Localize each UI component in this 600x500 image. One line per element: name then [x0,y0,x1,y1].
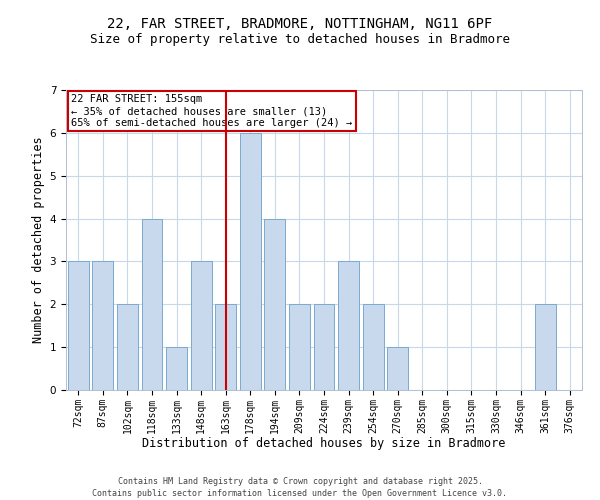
Bar [92,262,113,390]
Bar [289,304,310,390]
Bar [215,304,236,390]
Bar [142,218,163,390]
Bar [68,262,89,390]
Bar [314,304,334,390]
Text: 22 FAR STREET: 155sqm
← 35% of detached houses are smaller (13)
65% of semi-deta: 22 FAR STREET: 155sqm ← 35% of detached … [71,94,352,128]
Bar [387,347,408,390]
Bar [338,262,359,390]
Y-axis label: Number of detached properties: Number of detached properties [32,136,46,344]
Bar [166,347,187,390]
Bar [265,218,286,390]
Bar [535,304,556,390]
Text: Contains HM Land Registry data © Crown copyright and database right 2025.
Contai: Contains HM Land Registry data © Crown c… [92,476,508,498]
Bar [117,304,138,390]
Text: Size of property relative to detached houses in Bradmore: Size of property relative to detached ho… [90,32,510,46]
X-axis label: Distribution of detached houses by size in Bradmore: Distribution of detached houses by size … [142,437,506,450]
Bar [191,262,212,390]
Bar [240,133,261,390]
Bar [362,304,383,390]
Text: 22, FAR STREET, BRADMORE, NOTTINGHAM, NG11 6PF: 22, FAR STREET, BRADMORE, NOTTINGHAM, NG… [107,18,493,32]
